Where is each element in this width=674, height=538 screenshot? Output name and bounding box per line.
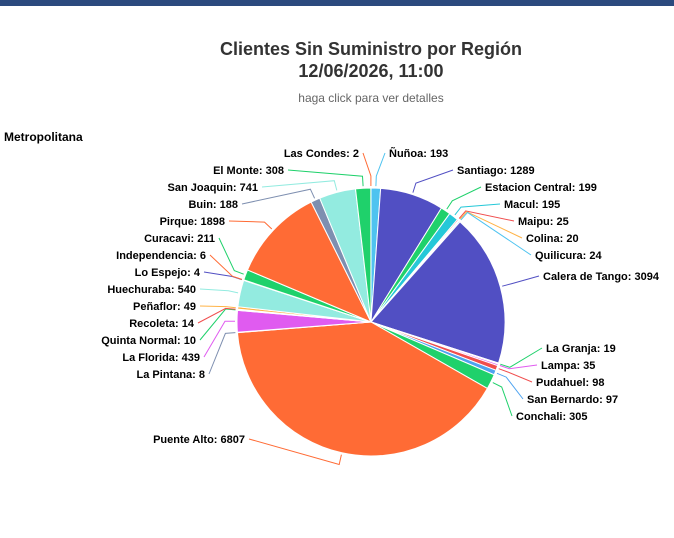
- connector-estacion-central: [446, 186, 482, 210]
- slice-label-conchali[interactable]: Conchali: 305: [516, 411, 588, 423]
- slice-label-quinta-normal[interactable]: Quinta Normal: 10: [101, 335, 196, 347]
- slice-label-quilicura[interactable]: Quilicura: 24: [535, 250, 603, 262]
- slice-label-pirque[interactable]: Pirque: 1898: [160, 216, 225, 228]
- slice-label-recoleta[interactable]: Recoleta: 14: [129, 318, 195, 330]
- slice-label-santiago[interactable]: Santiago: 1289: [457, 165, 535, 177]
- pie-slice-calera-de-tango[interactable]: [370, 221, 506, 364]
- slice-label-buin[interactable]: Buin: 188: [188, 199, 238, 211]
- slice-label-huechuraba[interactable]: Huechuraba: 540: [107, 284, 196, 296]
- connector-macul: [454, 203, 501, 216]
- connector-quilicura: [460, 211, 532, 256]
- slice-label-lo-espejo[interactable]: Lo Espejo: 4: [135, 267, 201, 279]
- connector-penaflor: [199, 305, 236, 309]
- connector-lo-espejo: [203, 271, 242, 281]
- chart-subtitle[interactable]: haga click para ver detalles: [298, 91, 444, 105]
- connector-la-granja: [500, 347, 543, 368]
- slice-label-san-bernardo[interactable]: San Bernardo: 97: [527, 394, 618, 406]
- slice-label-la-florida[interactable]: La Florida: 439: [122, 352, 200, 364]
- connector-buin: [241, 188, 316, 205]
- top-accent-bar: [0, 0, 674, 6]
- connector-quinta-normal: [199, 308, 236, 341]
- chart-title-line1: Clientes Sin Suministro por Región: [219, 39, 523, 59]
- connector-santiago: [412, 169, 454, 193]
- slice-label-independencia[interactable]: Independencia: 6: [116, 250, 206, 262]
- slice-label-macul[interactable]: Macul: 195: [504, 199, 560, 211]
- connector-lampa: [499, 364, 538, 370]
- connector-san-bernardo: [496, 372, 524, 400]
- connector-nunoa: [375, 152, 386, 187]
- pie-slice-pirque[interactable]: [246, 201, 373, 323]
- region-label: Metropolitana: [4, 130, 83, 144]
- slice-label-la-pintana[interactable]: La Pintana: 8: [137, 369, 205, 381]
- connector-calera-de-tango: [502, 275, 540, 287]
- connector-pudahuel: [498, 368, 533, 383]
- slice-label-pudahuel[interactable]: Pudahuel: 98: [536, 377, 604, 389]
- connector-pirque: [228, 220, 273, 230]
- slice-label-curacavi[interactable]: Curacavi: 211: [144, 233, 215, 245]
- slice-label-lampa[interactable]: Lampa: 35: [541, 360, 595, 372]
- pie-slice-puente-alto[interactable]: [236, 321, 489, 457]
- label-connectors: [197, 152, 543, 466]
- connector-la-pintana: [208, 332, 236, 375]
- slice-label-san-joaquin[interactable]: San Joaquin: 741: [168, 182, 258, 194]
- slice-labels: Ñuñoa: 193 Santiago: 1289 Estacion Central…: [101, 147, 660, 446]
- chart-title-line2: 12/06/2026, 11:00: [298, 61, 444, 81]
- chart-title: Clientes Sin Suministro por Región 12/06…: [0, 38, 674, 82]
- connector-maipu: [458, 210, 515, 222]
- connector-curacavi: [218, 237, 244, 275]
- slice-label-estacion-central[interactable]: Estacion Central: 199: [485, 182, 597, 194]
- slice-label-el-monte[interactable]: El Monte: 308: [213, 165, 284, 177]
- connector-puente-alto: [248, 438, 342, 466]
- pie-slices: [236, 187, 506, 457]
- connector-la-florida: [203, 320, 236, 358]
- connector-recoleta: [197, 307, 236, 324]
- connector-las-condes: [362, 152, 372, 186]
- slice-label-las-condes[interactable]: Las Condes: 2: [284, 148, 359, 160]
- slice-label-calera-de-tango[interactable]: Calera de Tango: 3094: [543, 271, 660, 283]
- connector-conchali: [492, 382, 513, 417]
- slice-label-maipu[interactable]: Maipu: 25: [518, 216, 569, 228]
- connector-colina: [459, 211, 523, 239]
- slice-label-penaflor[interactable]: Peñaflor: 49: [133, 301, 196, 313]
- connector-huechuraba: [199, 288, 239, 294]
- slice-label-nunoa[interactable]: Ñuñoa: 193: [389, 147, 448, 160]
- slice-label-la-granja[interactable]: La Granja: 19: [546, 343, 616, 355]
- connector-san-joaquin: [261, 180, 338, 191]
- connector-independencia: [209, 254, 243, 280]
- slice-label-puente-alto[interactable]: Puente Alto: 6807: [153, 434, 245, 446]
- connector-el-monte: [287, 169, 364, 187]
- slice-label-colina[interactable]: Colina: 20: [526, 233, 579, 245]
